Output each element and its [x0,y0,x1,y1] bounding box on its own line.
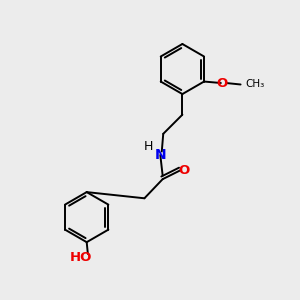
Text: O: O [178,164,190,177]
Text: H: H [143,140,153,153]
Text: CH₃: CH₃ [246,80,265,89]
Text: HO: HO [70,251,93,264]
Text: O: O [217,76,228,89]
Text: N: N [154,148,166,162]
